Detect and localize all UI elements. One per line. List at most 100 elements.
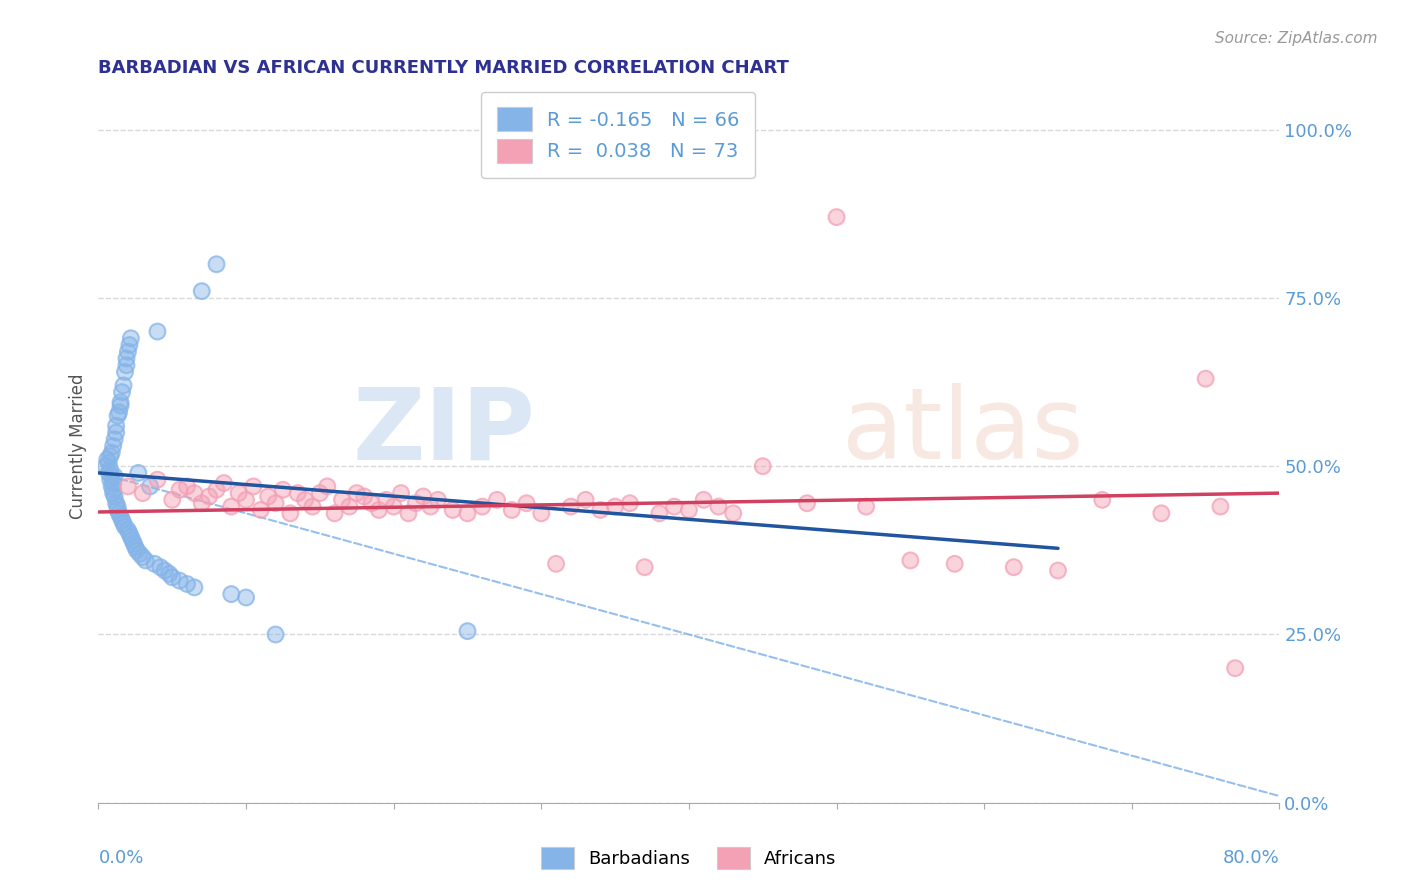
Point [228, 486, 250, 500]
Point [309, 486, 332, 500]
Point [128, 547, 150, 561]
Point [146, 325, 169, 339]
Point [117, 344, 139, 359]
Point [589, 503, 612, 517]
Point [205, 483, 228, 497]
Point [323, 506, 346, 520]
Point [98, 462, 121, 476]
Point [97, 456, 120, 470]
Point [111, 513, 134, 527]
Point [198, 490, 221, 504]
Point [149, 560, 172, 574]
Point [205, 257, 228, 271]
Point [122, 536, 145, 550]
Point [114, 365, 136, 379]
Point [287, 486, 309, 500]
Point [98, 462, 121, 476]
Point [515, 496, 537, 510]
Point [120, 331, 142, 345]
Point [120, 530, 142, 544]
Point [1150, 506, 1173, 520]
Point [117, 523, 139, 537]
Point [316, 479, 339, 493]
Point [169, 483, 191, 497]
Point [183, 486, 205, 500]
Point [121, 533, 143, 548]
Point [105, 425, 128, 440]
Point [382, 500, 405, 514]
Point [104, 490, 127, 504]
Point [153, 564, 176, 578]
Point [456, 624, 478, 639]
Point [441, 503, 464, 517]
Point [121, 533, 143, 548]
Point [368, 503, 391, 517]
Point [235, 492, 257, 507]
Point [419, 500, 441, 514]
Point [96, 452, 118, 467]
Point [104, 469, 127, 483]
Point [1046, 564, 1069, 578]
Point [107, 500, 129, 514]
Point [117, 523, 139, 537]
Point [515, 496, 537, 510]
Point [162, 492, 183, 507]
Point [114, 365, 136, 379]
Point [825, 210, 848, 224]
Point [560, 500, 582, 514]
Point [124, 540, 146, 554]
Point [693, 492, 716, 507]
Point [294, 492, 316, 507]
Point [605, 500, 627, 514]
Point [112, 378, 135, 392]
Point [143, 557, 166, 571]
Point [235, 591, 257, 605]
Point [100, 469, 122, 483]
Point [132, 550, 155, 565]
Point [169, 574, 191, 588]
Point [389, 486, 412, 500]
Point [108, 506, 131, 520]
Point [212, 476, 235, 491]
Point [257, 490, 280, 504]
Point [574, 492, 596, 507]
Point [278, 506, 302, 520]
Point [309, 486, 332, 500]
Point [707, 500, 730, 514]
Point [235, 492, 257, 507]
Point [100, 446, 122, 460]
Point [353, 490, 375, 504]
Point [264, 627, 287, 641]
Point [112, 516, 135, 531]
Point [100, 479, 122, 493]
Point [110, 395, 132, 409]
Point [198, 490, 221, 504]
Point [486, 492, 509, 507]
Point [796, 496, 818, 510]
Point [118, 526, 141, 541]
Point [139, 479, 162, 493]
Point [664, 500, 686, 514]
Point [1091, 492, 1114, 507]
Point [135, 553, 157, 567]
Point [108, 506, 131, 520]
Point [104, 432, 127, 446]
Point [169, 574, 191, 588]
Point [132, 486, 155, 500]
Point [678, 503, 700, 517]
Point [648, 506, 671, 520]
Point [723, 506, 745, 520]
Point [353, 490, 375, 504]
Point [405, 496, 427, 510]
Point [100, 469, 122, 483]
Point [103, 439, 125, 453]
Point [118, 526, 141, 541]
Point [427, 492, 450, 507]
Point [117, 479, 139, 493]
Point [124, 540, 146, 554]
Point [169, 483, 191, 497]
Point [114, 520, 136, 534]
Point [751, 459, 773, 474]
Point [149, 560, 172, 574]
Point [501, 503, 523, 517]
